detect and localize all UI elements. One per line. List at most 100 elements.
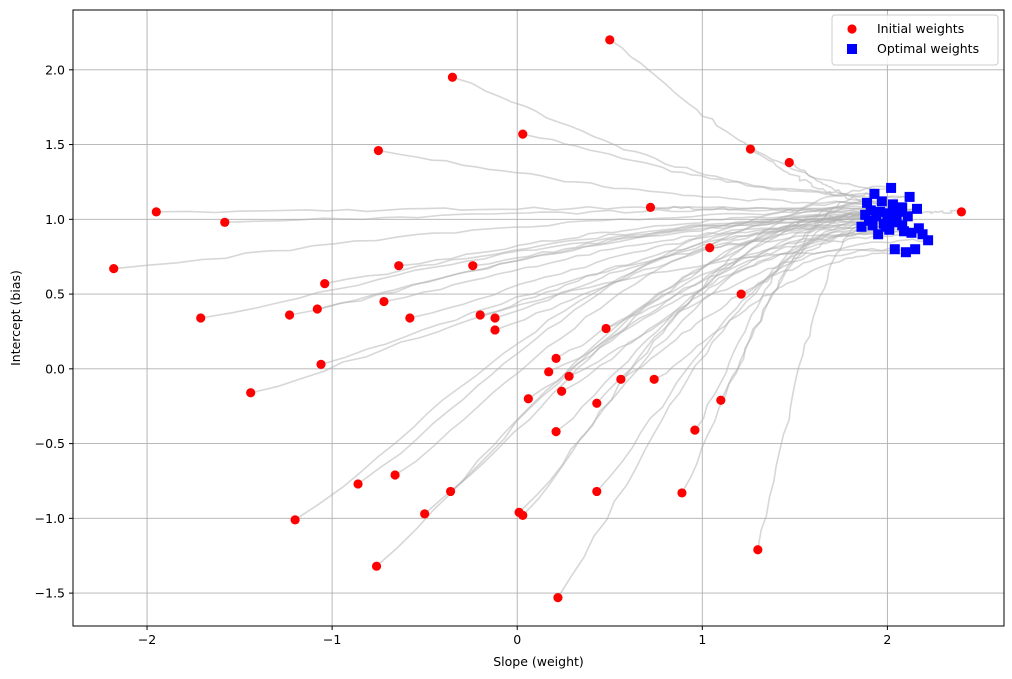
x-tick-label: −1: [323, 632, 341, 647]
optimal-weight-point: [904, 191, 915, 202]
optimal-weight-point: [913, 223, 924, 234]
optimal-weight-point: [917, 229, 928, 240]
x-tick-label: 0: [513, 632, 521, 647]
y-tick-label: 2.0: [45, 62, 65, 77]
x-tick-label: 2: [883, 632, 891, 647]
initial-weight-point: [405, 313, 415, 323]
initial-weight-point: [490, 325, 500, 335]
initial-weight-point: [551, 427, 561, 437]
y-tick-label: −1.0: [35, 511, 65, 526]
initial-weight-point: [616, 374, 626, 384]
optimization-path: [294, 210, 881, 521]
optimal-weight-point: [899, 226, 910, 237]
optimization-path: [378, 149, 868, 206]
y-tick-label: −0.5: [35, 436, 65, 451]
initial-weight-point: [649, 374, 659, 384]
initial-weight-point: [645, 202, 656, 212]
optimization-path: [452, 76, 875, 196]
optimization-path: [375, 215, 888, 567]
initial-weight-point: [373, 145, 383, 156]
initial-weight-point: [605, 35, 615, 45]
initial-weight-point: [557, 386, 567, 396]
optimization-path: [113, 210, 899, 270]
initial-weight-point: [379, 296, 389, 307]
optimization-path: [522, 213, 866, 516]
y-axis-ticks: −1.5 −1.0 −0.5 0.0 0.5 1.0 1.5 2.0: [35, 62, 73, 601]
optimal-weight-point: [884, 224, 895, 235]
initial-weight-point: [753, 545, 763, 555]
optimization-path: [357, 200, 882, 485]
initial-weight-point: [445, 486, 456, 497]
optimization-path: [317, 218, 869, 310]
optimization-path: [548, 232, 923, 373]
optimization-path: [250, 248, 916, 394]
initial-weight-point: [544, 367, 554, 377]
initial-weight-point: [312, 304, 322, 314]
legend-optimal-marker: [847, 44, 857, 54]
initial-weight-point: [592, 486, 602, 497]
legend-initial-marker: [847, 24, 857, 34]
initial-weight-point: [690, 425, 700, 435]
optimal-weight-point: [900, 247, 911, 258]
initial-weight-point: [320, 279, 330, 289]
initial-weight-point: [151, 207, 161, 217]
initial-weight-point: [518, 129, 528, 139]
initial-weight-point: [109, 264, 119, 274]
initial-weight-point: [553, 592, 563, 603]
optimization-paths: [113, 39, 962, 599]
y-tick-label: 1.5: [45, 137, 65, 152]
optimization-path: [757, 214, 877, 550]
optimization-path: [720, 191, 875, 401]
optimal-weight-point: [906, 227, 917, 238]
optimization-path: [494, 223, 873, 319]
initial-weight-point: [601, 323, 611, 334]
initial-weight-point: [371, 561, 382, 571]
x-tick-label: −2: [138, 632, 156, 647]
optimal-weight-point: [889, 244, 900, 255]
optimal-weight-point: [910, 244, 921, 255]
initial-weights-series: [109, 35, 967, 603]
optimization-path: [394, 202, 893, 476]
optimization-path: [224, 206, 918, 224]
initial-weight-point: [475, 310, 485, 320]
y-tick-label: 0.5: [45, 287, 65, 302]
initial-weight-point: [196, 313, 206, 323]
optimal-weight-point: [871, 211, 882, 222]
optimal-weight-point: [856, 221, 867, 232]
legend: Initial weights Optimal weights: [831, 14, 999, 66]
optimization-path: [596, 187, 892, 404]
initial-weight-point: [956, 207, 967, 217]
optimal-weight-point: [873, 229, 884, 240]
x-tick-label: 1: [698, 632, 706, 647]
optimal-weight-point: [860, 209, 871, 220]
optimization-path: [561, 229, 905, 393]
initial-weight-point: [677, 488, 687, 498]
optimization-path: [620, 247, 895, 380]
optimization-path: [518, 209, 899, 513]
optimal-weight-point: [889, 217, 900, 228]
legend-optimal-label: Optimal weights: [877, 41, 979, 56]
optimal-weight-point: [862, 197, 873, 208]
initial-weight-point: [246, 388, 256, 398]
optimization-path: [694, 201, 868, 431]
initial-weight-point: [316, 359, 326, 369]
optimization-path: [383, 222, 884, 303]
initial-weight-point: [716, 395, 726, 405]
optimal-weight-point: [882, 212, 893, 223]
initial-weight-point: [518, 510, 528, 520]
initial-weight-point: [551, 353, 561, 363]
initial-weight-point: [290, 515, 300, 525]
optimal-weight-point: [923, 235, 934, 246]
optimal-weight-point: [865, 205, 876, 216]
initial-weight-point: [564, 371, 574, 381]
initial-weight-point: [592, 398, 602, 408]
optimization-path: [557, 217, 897, 599]
optimal-weight-point: [867, 220, 878, 231]
x-axis-ticks: −2 −1 0 1 2: [138, 626, 891, 647]
initial-weight-point: [390, 470, 400, 480]
initial-weight-point: [523, 394, 533, 404]
x-axis-label: Slope (weight): [493, 654, 584, 669]
initial-weight-point: [220, 217, 230, 227]
legend-box: [831, 14, 999, 66]
